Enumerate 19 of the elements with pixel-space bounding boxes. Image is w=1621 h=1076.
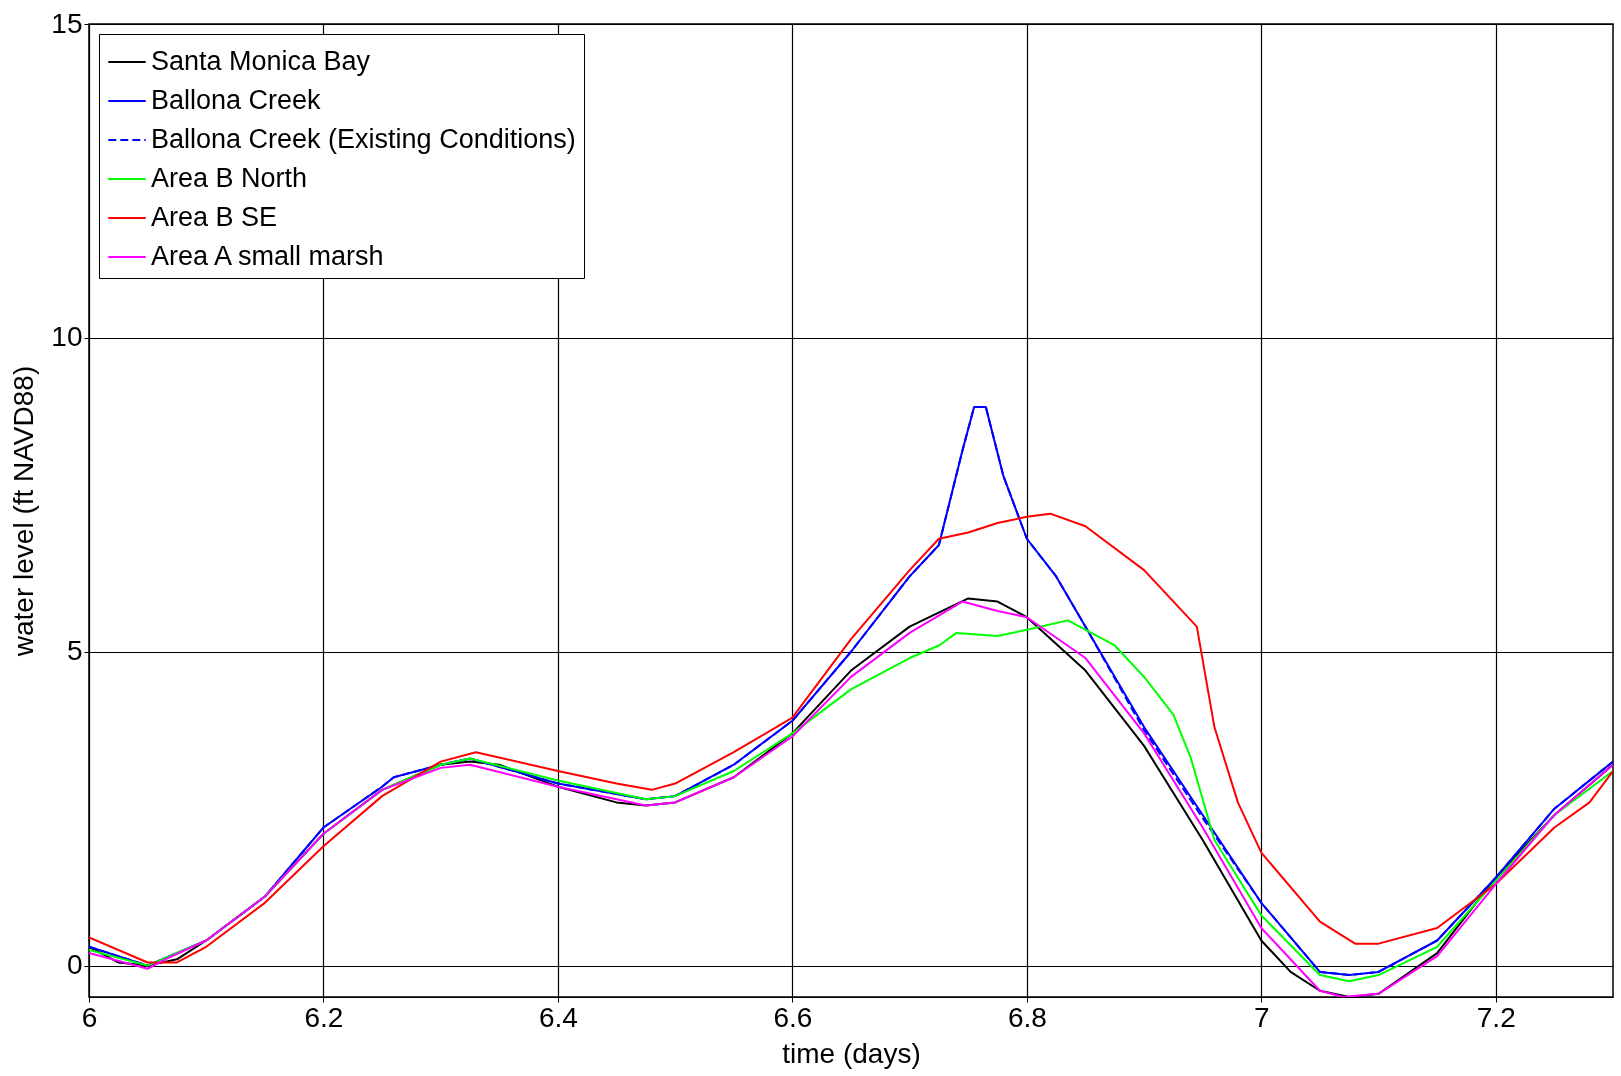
legend-label: Santa Monica Bay: [151, 46, 371, 76]
y-tick-label: 10: [51, 321, 83, 353]
legend-label: Ballona Creek: [151, 85, 322, 115]
legend-label: Area B North: [151, 163, 308, 193]
x-tick-label: 6.8: [1007, 1001, 1047, 1033]
y-axis-title: water level (ft NAVD88): [8, 365, 40, 658]
y-tick-label: 15: [51, 7, 83, 39]
y-tick-label: 5: [66, 635, 83, 667]
legend-label: Area A small marsh: [151, 241, 384, 271]
y-tick-label: 0: [66, 949, 83, 981]
x-tick-label: 7.2: [1476, 1001, 1516, 1033]
x-axis-title: time (days): [782, 1037, 921, 1069]
x-tick-label: 6.6: [773, 1001, 813, 1033]
legend-label: Area B SE: [151, 202, 278, 232]
legend-label: Ballona Creek (Existing Conditions): [151, 124, 576, 154]
x-tick-label: 7: [1254, 1001, 1270, 1033]
x-tick-label: 6.4: [538, 1001, 578, 1033]
x-tick-label: 6.2: [304, 1001, 344, 1033]
x-tick-label: 6: [81, 1001, 98, 1033]
